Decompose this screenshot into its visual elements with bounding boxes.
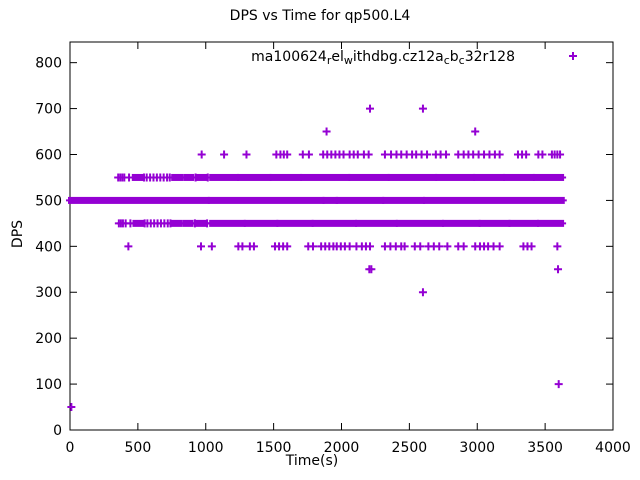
data-point-plus [423,150,432,159]
legend-marker [569,52,577,60]
data-point-plus [553,242,562,251]
x-tick-label: 3000 [459,440,495,456]
data-point-plus [569,52,577,60]
x-tick-label: 500 [125,440,152,456]
data-point-plus [249,242,258,251]
y-axis-label: DPS [10,219,26,249]
data-point-plus [283,150,292,159]
y-tick-label: 100 [35,377,62,393]
data-point-plus [207,242,216,251]
data-point-plus [166,219,175,228]
data-point-plus [283,242,292,251]
x-tick-label: 0 [66,440,75,456]
chart-title: DPS vs Time for qp500.L4 [229,8,411,24]
y-tick-label: 300 [35,285,62,301]
data-point-plus [443,242,452,251]
data-point-plus [527,242,536,251]
x-tick-label: 2500 [392,440,428,456]
y-tick-label: 500 [35,193,62,209]
data-point-plus [304,150,313,159]
band-500 [66,196,567,204]
data-point-plus [345,242,354,251]
legend: ma100624relwithdbg.cz12acbc32r128 [251,49,515,67]
data-point-plus [322,127,331,136]
data-point-plus [203,219,212,228]
y-tick-label: 800 [35,56,62,72]
plot-border [69,41,614,431]
y-tick-label: 600 [35,147,62,163]
x-tick-label: 1500 [256,440,292,456]
data-point-plus [554,380,563,389]
data-point-plus [435,242,444,251]
y-tick-label: 700 [35,102,62,118]
band-550 [114,173,567,182]
data-point-plus [416,242,425,251]
data-point-plus [495,242,504,251]
data-point-plus [242,150,251,159]
data-point-plus [220,150,229,159]
data-point-plus [308,242,317,251]
data-point-plus [165,173,174,182]
data-point-plus [67,403,76,412]
data-point-plus [364,150,373,159]
data-point-plus [495,150,504,159]
y-axis-ticks: 0 100 200 300 400 500 600 700 800 [35,56,613,439]
scatter-points-layer [67,104,565,412]
data-point-plus [556,150,565,159]
data-point-plus [442,150,451,159]
data-point-plus [459,242,468,251]
x-tick-label: 3500 [527,440,563,456]
x-axis-label: Time(s) [285,453,339,469]
legend-series-label: ma100624relwithdbg.cz12acbc32r128 [251,49,515,67]
data-point-plus [190,219,199,228]
band-450 [114,219,567,228]
data-point-plus [522,150,531,159]
data-point-plus [191,173,200,182]
data-point-plus [238,242,247,251]
x-tick-label: 2000 [324,440,360,456]
y-tick-label: 0 [53,423,62,439]
data-point-plus [538,150,547,159]
y-tick-label: 200 [35,331,62,347]
data-point-plus [418,104,427,113]
data-point-plus [400,242,409,251]
data-point-plus [197,150,206,159]
data-point-plus [125,173,134,182]
data-point-plus [126,219,135,228]
x-axis-ticks: 0 500 1000 1500 2000 2500 3000 3500 4000 [66,42,631,456]
data-point-plus [367,265,376,274]
data-point-plus [418,288,427,297]
y-tick-label: 400 [35,239,62,255]
data-point-plus [471,127,480,136]
data-point-plus [196,242,205,251]
x-tick-label: 4000 [595,440,631,456]
data-point-plus [554,265,563,274]
data-point-plus [203,173,212,182]
data-point-plus [124,242,133,251]
data-point-plus [366,242,375,251]
data-point-plus [366,104,375,113]
x-tick-label: 1000 [188,440,224,456]
